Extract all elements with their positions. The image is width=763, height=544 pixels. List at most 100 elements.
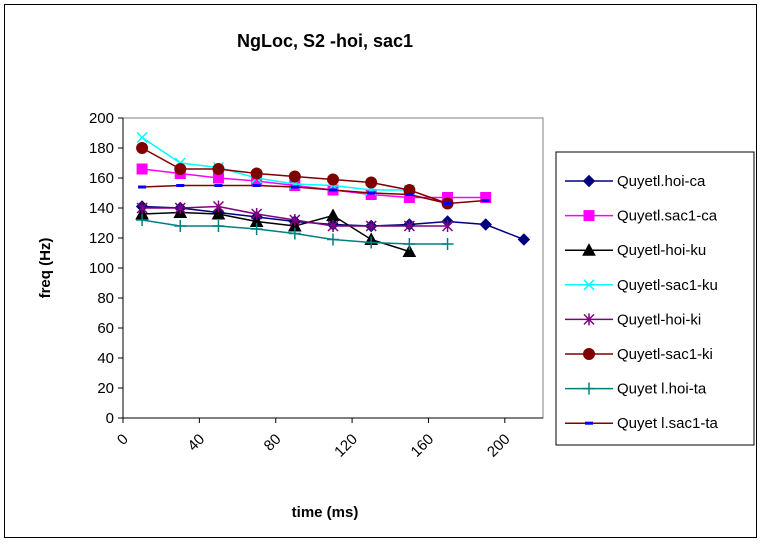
x-tick-label: 120	[331, 431, 361, 461]
data-point	[329, 188, 337, 192]
data-point	[214, 184, 223, 187]
legend-label: Quyetl-hoi-ki	[617, 311, 701, 328]
legend-item: Quyet l.sac1-ta	[565, 415, 719, 432]
y-tick-label: 120	[89, 230, 114, 247]
y-tick-label: 200	[89, 110, 114, 127]
data-point	[138, 185, 147, 189]
legend-label: Quyetl-sac1-ku	[617, 277, 718, 294]
data-point	[481, 199, 490, 202]
legend-items: Quyetl.hoi-ca Quyetl.sac1-ca Quyetl-hoi-ku…	[565, 173, 719, 432]
legend-marker	[583, 279, 595, 291]
legend-marker	[583, 348, 595, 360]
data-point	[174, 220, 187, 232]
legend-label: Quyetl-sac1-ki	[617, 346, 713, 363]
legend-item: Quyetl-hoi-ku	[565, 242, 706, 259]
data-point	[367, 191, 376, 195]
data-point	[212, 220, 225, 232]
legend-item: Quyetl-hoi-ki	[565, 311, 701, 328]
legend-item: Quyetl-sac1-ki	[565, 346, 713, 363]
y-tick-label: 20	[97, 380, 114, 397]
data-point	[480, 192, 492, 203]
legend-item: Quyetl.hoi-ca	[565, 173, 706, 190]
data-point	[327, 233, 339, 246]
series-7	[136, 214, 454, 250]
data-point	[290, 185, 299, 189]
legend-label: Quyetl-hoi-ku	[617, 242, 706, 259]
x-tick-label: 80	[261, 431, 285, 455]
data-point	[211, 206, 226, 220]
plot-area	[122, 117, 544, 419]
y-tick-label: 0	[106, 410, 114, 427]
data-point	[517, 233, 531, 246]
data-point	[365, 236, 378, 249]
legend-label: Quyet l.sac1-ta	[617, 415, 719, 432]
line-chart: NgLoc, S2 -hoi, sac1 0 20 40 60 80 100 120 140 1…	[37, 31, 755, 521]
data-point	[403, 238, 416, 250]
legend-marker	[583, 210, 595, 222]
y-tick-label: 140	[89, 200, 114, 217]
y-tick-label: 100	[89, 260, 114, 277]
series-8	[138, 184, 490, 205]
y-tick-label: 180	[89, 140, 114, 157]
legend-label: Quyetl.hoi-ca	[617, 173, 706, 190]
legend-marker	[583, 313, 595, 326]
data-point	[327, 173, 339, 186]
x-axis-title: time (ms)	[292, 504, 359, 521]
x-tick-label: 160	[408, 431, 438, 461]
legend-marker	[583, 382, 595, 395]
data-point	[251, 208, 263, 220]
legend-item: Quyet l.hoi-ta	[565, 381, 707, 398]
legend-marker	[585, 421, 593, 425]
x-axis-ticks: 0 40 80 120 160 200	[114, 418, 514, 461]
legend-marker	[582, 243, 596, 256]
data-point	[442, 220, 454, 232]
data-point	[288, 227, 301, 240]
series-5	[136, 200, 454, 232]
data-point	[136, 142, 149, 154]
y-tick-label: 160	[89, 170, 114, 187]
data-point	[441, 238, 454, 250]
chart-title: NgLoc, S2 -hoi, sac1	[237, 31, 413, 51]
legend: Quyetl.hoi-ca Quyetl.sac1-ca Quyetl-hoi-ku…	[555, 151, 755, 446]
data-point	[403, 220, 415, 232]
y-axis-ticks: 0 20 40 60 80 100 120 140 160 180 200	[89, 110, 123, 427]
series-line	[142, 211, 410, 253]
data-point	[288, 170, 301, 183]
data-point	[174, 202, 186, 214]
y-axis-title: freq (Hz)	[37, 238, 54, 299]
data-point	[174, 163, 187, 175]
data-point	[365, 220, 377, 232]
data-point	[136, 202, 148, 214]
y-tick-label: 60	[97, 320, 114, 337]
legend-item: Quyetl.sac1-ca	[565, 208, 718, 225]
legend-label: Quyetl.sac1-ca	[617, 208, 718, 225]
x-tick-label: 200	[484, 431, 514, 461]
data-point	[136, 214, 149, 226]
series-line	[142, 184, 486, 205]
data-point	[136, 131, 148, 144]
legend-item: Quyetl-sac1-ku	[565, 277, 718, 294]
data-point	[405, 193, 414, 196]
data-point	[252, 184, 261, 187]
legend-marker	[582, 174, 596, 188]
data-point	[212, 163, 225, 175]
data-point	[176, 184, 185, 187]
data-point	[289, 214, 301, 226]
data-point	[250, 167, 263, 180]
plot-border	[122, 117, 544, 419]
data-point	[443, 202, 452, 205]
data-point	[402, 244, 417, 257]
x-tick-label: 0	[114, 431, 132, 449]
series-6	[136, 142, 454, 210]
y-tick-label: 40	[97, 350, 114, 367]
data-point	[365, 176, 378, 189]
series-line	[141, 136, 410, 191]
x-tick-label: 40	[184, 431, 208, 455]
y-tick-label: 80	[97, 290, 114, 307]
data-point	[479, 218, 492, 231]
legend-box	[555, 151, 755, 446]
chart-frame: NgLoc, S2 -hoi, sac1 0 20 40 60 80 100 120 140 1…	[4, 4, 757, 538]
data-point	[212, 200, 224, 213]
data-point	[250, 223, 263, 235]
series-layer	[135, 131, 531, 257]
